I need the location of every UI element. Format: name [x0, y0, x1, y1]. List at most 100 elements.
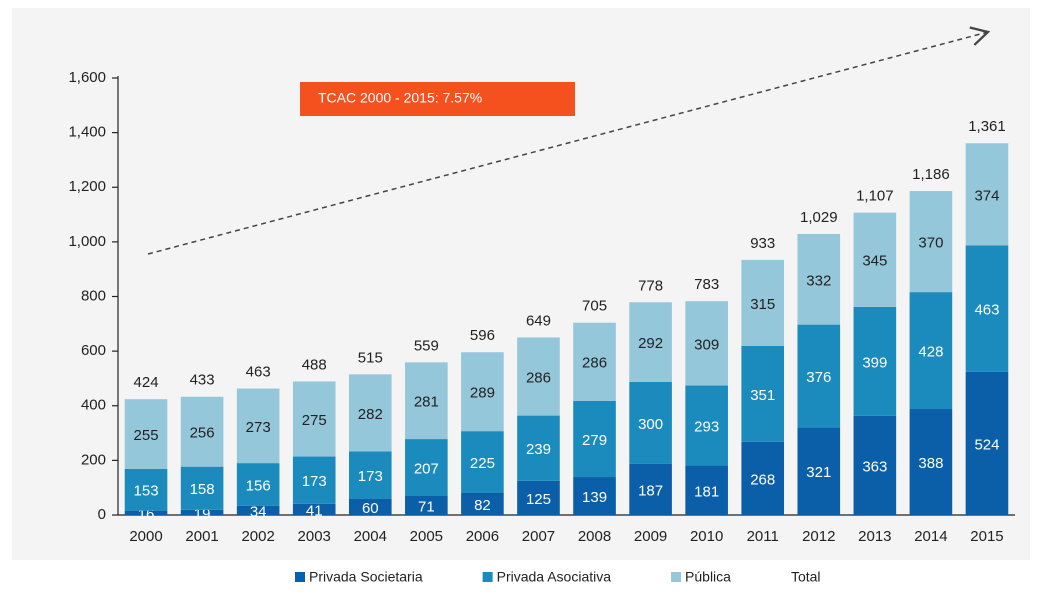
- bar-segment: [405, 362, 448, 440]
- segment-label: 207: [414, 460, 439, 477]
- total-label: 559: [414, 337, 439, 354]
- bar-segment: [741, 345, 785, 442]
- bar-segment: [797, 427, 841, 515]
- x-tick-label: 2004: [354, 528, 387, 545]
- legend-label: Privada Asociativa: [497, 569, 612, 585]
- bar-segment: [853, 212, 897, 307]
- bar-segment: [180, 509, 224, 515]
- segment-label: 181: [694, 483, 719, 500]
- x-tick-label: 2003: [298, 528, 331, 545]
- bar-segment: [180, 466, 224, 510]
- total-label: 463: [246, 364, 271, 381]
- segment-label: 286: [526, 369, 551, 386]
- y-tick-label: 1,600: [68, 69, 106, 86]
- x-tick-label: 2010: [690, 528, 723, 545]
- segment-label: 428: [918, 344, 943, 361]
- segment-label: 293: [694, 419, 719, 436]
- segment-label: 300: [638, 416, 663, 433]
- total-label: 596: [470, 327, 495, 344]
- segment-label: 173: [302, 473, 327, 490]
- bar-segment: [909, 191, 953, 293]
- segment-label: 158: [190, 481, 215, 498]
- bar-segment: [909, 292, 953, 410]
- segment-label: 239: [526, 441, 551, 458]
- bar-segment: [685, 385, 728, 466]
- x-tick-label: 2006: [466, 528, 499, 545]
- annotation: TCAC 2000 - 2015: 7.57%: [318, 90, 482, 106]
- annotation-box: [300, 82, 575, 116]
- bar-segment: [124, 399, 168, 469]
- bar-segment: [461, 431, 504, 493]
- segment-label: 370: [918, 235, 943, 252]
- x-tick-label: 2014: [914, 528, 947, 545]
- bar-segment: [573, 322, 616, 401]
- bar-segment: [853, 415, 897, 515]
- segment-label: 332: [806, 272, 831, 289]
- bar-segment: [517, 480, 560, 515]
- bar-segment: [348, 374, 392, 452]
- bar-segment: [124, 510, 168, 515]
- legend-swatch: [482, 572, 493, 582]
- bar-segment: [685, 465, 728, 515]
- x-tick-label: 2000: [129, 528, 162, 545]
- bar-segment: [292, 503, 336, 515]
- total-label: 705: [582, 297, 607, 314]
- bar-segment: [405, 495, 448, 515]
- segment-label: 268: [750, 471, 775, 488]
- bar-segment: [853, 306, 897, 416]
- total-label: 778: [638, 277, 663, 294]
- y-tick-label: 600: [81, 342, 106, 359]
- x-tick-label: 2012: [802, 528, 835, 545]
- segment-label: 153: [134, 483, 159, 500]
- segment-label: 345: [862, 253, 887, 270]
- segment-label: 71: [418, 498, 435, 515]
- segment-label: 273: [246, 419, 271, 436]
- bar-segment: [797, 324, 841, 428]
- total-label: 1,186: [912, 166, 950, 183]
- x-tick-label: 2007: [522, 528, 555, 545]
- x-tick-label: 2011: [747, 528, 779, 545]
- segment-label: 82: [474, 497, 491, 514]
- x-tick-label: 2008: [578, 528, 611, 545]
- bar-segment: [348, 451, 392, 499]
- total-label: 424: [134, 374, 159, 391]
- segment-label: 286: [582, 355, 607, 372]
- y-tick-label: 1,400: [68, 124, 106, 141]
- segment-label: 275: [302, 412, 327, 429]
- x-tick-label: 2005: [410, 528, 443, 545]
- y-tick-label: 200: [81, 451, 106, 468]
- bar-segment: [292, 456, 336, 504]
- segment-label: 34: [250, 503, 267, 520]
- total-label: 515: [358, 349, 383, 366]
- bar-segment: [909, 409, 953, 515]
- bar-segment: [517, 415, 560, 481]
- segment-label: 60: [362, 500, 379, 517]
- segment-label: 374: [974, 187, 999, 204]
- bar-segment: [741, 259, 785, 346]
- bar-segment: [236, 463, 280, 506]
- y-tick-label: 400: [81, 397, 106, 414]
- segment-label: 279: [582, 432, 607, 449]
- segment-label: 173: [358, 468, 383, 485]
- bar-segment: [405, 439, 448, 496]
- bar-segment: [180, 396, 224, 467]
- bar-segment: [629, 463, 672, 515]
- bar-segment: [685, 301, 728, 386]
- bar-segment: [573, 477, 616, 515]
- segment-label: 255: [134, 427, 159, 444]
- segment-label: 315: [750, 296, 775, 313]
- total-label: 1,361: [968, 118, 1006, 135]
- segment-label: 309: [694, 336, 719, 353]
- bar-segment: [629, 302, 672, 382]
- segment-label: 351: [750, 387, 775, 404]
- x-tick-label: 2002: [241, 528, 274, 545]
- segment-label: 321: [806, 464, 831, 481]
- segment-label: 156: [246, 477, 271, 494]
- segment-label: 463: [974, 302, 999, 319]
- total-label: 783: [694, 276, 719, 293]
- total-label: 433: [190, 372, 215, 389]
- segment-label: 125: [526, 491, 551, 508]
- bar-segment: [965, 245, 1009, 372]
- bar-segment: [797, 233, 841, 325]
- bar-segment: [629, 381, 672, 464]
